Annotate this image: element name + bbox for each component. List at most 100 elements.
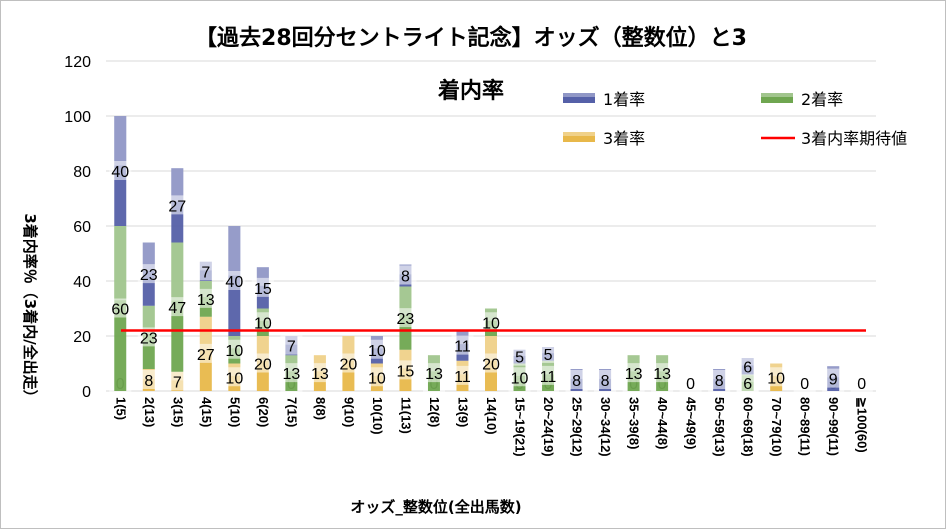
bar-segment-highlight xyxy=(256,336,269,361)
data-label: 13 xyxy=(197,292,215,309)
y-tick-label: 20 xyxy=(73,329,91,346)
data-label: 20 xyxy=(482,357,500,374)
data-label: 15 xyxy=(254,281,272,298)
y-axis-label: 3着内率％（3着内/全出走） xyxy=(21,213,39,404)
bar-segment-highlight xyxy=(228,226,241,276)
data-label: 7 xyxy=(173,374,182,391)
data-label: 10 xyxy=(225,370,243,387)
data-label: 10 xyxy=(368,370,386,387)
data-label-bg xyxy=(708,370,731,389)
x-tick-label: 13(9) xyxy=(455,397,470,427)
x-tick-label: 14(10) xyxy=(484,397,499,435)
data-label-bg xyxy=(280,363,303,383)
data-label-bg xyxy=(365,339,388,359)
x-axis-label: オッズ_整数位(全出馬数) xyxy=(350,498,521,516)
legend-swatch xyxy=(761,93,793,103)
data-label: 20 xyxy=(340,357,358,374)
x-tick-label: 15~19(21) xyxy=(513,397,528,457)
bar-segment-highlight xyxy=(114,116,127,166)
x-tick-label: 1(5) xyxy=(113,397,128,420)
data-label: 5 xyxy=(515,350,524,367)
data-label: 9 xyxy=(829,372,838,389)
data-label-bg xyxy=(194,288,217,308)
data-label: 11 xyxy=(540,369,557,386)
data-label-bg xyxy=(736,372,759,392)
data-label-bg xyxy=(793,373,816,392)
data-label-bg xyxy=(251,312,274,332)
data-label-bg xyxy=(480,312,502,332)
data-label: 13 xyxy=(425,366,443,383)
data-label: 47 xyxy=(168,300,186,317)
bar-segment-highlight xyxy=(114,226,127,301)
y-tick-label: 120 xyxy=(64,54,91,71)
data-label: 15 xyxy=(397,363,415,380)
data-label-bg xyxy=(480,353,502,373)
data-label-bg xyxy=(251,353,274,373)
x-tick-label: 20~24(19) xyxy=(541,397,556,457)
data-label-bg xyxy=(166,297,189,317)
data-label-bg xyxy=(109,161,132,180)
data-label: 5 xyxy=(544,347,553,364)
y-tick-label: 80 xyxy=(73,164,91,181)
data-label: 10 xyxy=(482,315,500,332)
data-label-bg xyxy=(537,365,560,385)
data-label: 10 xyxy=(368,343,386,360)
data-label: 0 xyxy=(686,376,695,393)
data-label: 11 xyxy=(454,339,471,356)
data-label-bg xyxy=(394,308,417,328)
x-tick-label: 2(13) xyxy=(142,397,157,427)
data-label-bg xyxy=(451,365,474,385)
bar-segment-highlight xyxy=(142,242,155,271)
data-label-bg xyxy=(137,264,160,284)
data-label-bg xyxy=(765,367,788,387)
x-tick-label: 7(15) xyxy=(284,397,299,427)
data-label: 23 xyxy=(140,330,158,347)
data-label-bg xyxy=(451,335,474,355)
data-label: 10 xyxy=(767,370,785,387)
data-label: 8 xyxy=(715,373,724,390)
data-label-bg xyxy=(422,363,445,383)
data-label-bg xyxy=(651,363,674,383)
data-label: 8 xyxy=(572,373,581,390)
bar-segment-highlight xyxy=(399,286,412,315)
data-label-bg xyxy=(365,367,388,387)
y-tick-label: 100 xyxy=(64,109,91,126)
data-label-bg xyxy=(251,277,274,297)
x-tick-label: 12(8) xyxy=(427,397,442,427)
data-label-bg xyxy=(508,346,531,366)
y-tick-label: 0 xyxy=(82,384,91,401)
x-tick-label: 30~34(12) xyxy=(598,397,613,457)
data-label: 6 xyxy=(743,376,752,393)
data-label: 27 xyxy=(168,198,186,215)
data-label-bg xyxy=(166,371,189,391)
data-label-bg xyxy=(394,360,417,380)
data-label: 20 xyxy=(254,357,272,374)
data-label: 13 xyxy=(311,366,329,383)
x-tick-label: 40~44(8) xyxy=(655,397,670,449)
bar-segment-highlight xyxy=(485,336,497,361)
x-tick-label: 90~99(11) xyxy=(826,397,841,456)
x-tick-label: 70~79(10) xyxy=(769,397,784,457)
bar-segment-highlight xyxy=(142,305,155,335)
legend-swatch-highlight xyxy=(563,93,595,97)
x-tick-label: 60~69(18) xyxy=(741,397,756,457)
legend-swatch xyxy=(563,132,595,142)
data-label-bg xyxy=(166,195,189,215)
chart-title-line-1: 【過去28回分セントライト記念】オッズ（整数位）と3 xyxy=(195,25,747,51)
x-tick-label: 8(8) xyxy=(313,397,328,420)
data-label-bg xyxy=(679,373,702,392)
x-tick-label: 50~59(13) xyxy=(712,397,727,457)
legend-swatch-highlight xyxy=(563,132,595,136)
data-label-bg xyxy=(280,335,303,355)
x-tick-label: 9(10) xyxy=(341,397,356,427)
data-label: 40 xyxy=(225,274,243,291)
legend-swatch xyxy=(563,93,595,103)
data-label-bg xyxy=(337,353,360,373)
data-label-bg xyxy=(850,373,873,392)
data-label-bg xyxy=(308,363,331,383)
x-tick-label: 80~89(11) xyxy=(798,397,813,456)
data-label-bg xyxy=(622,363,645,383)
data-label: 10 xyxy=(511,370,529,387)
data-label-bg xyxy=(223,271,246,290)
